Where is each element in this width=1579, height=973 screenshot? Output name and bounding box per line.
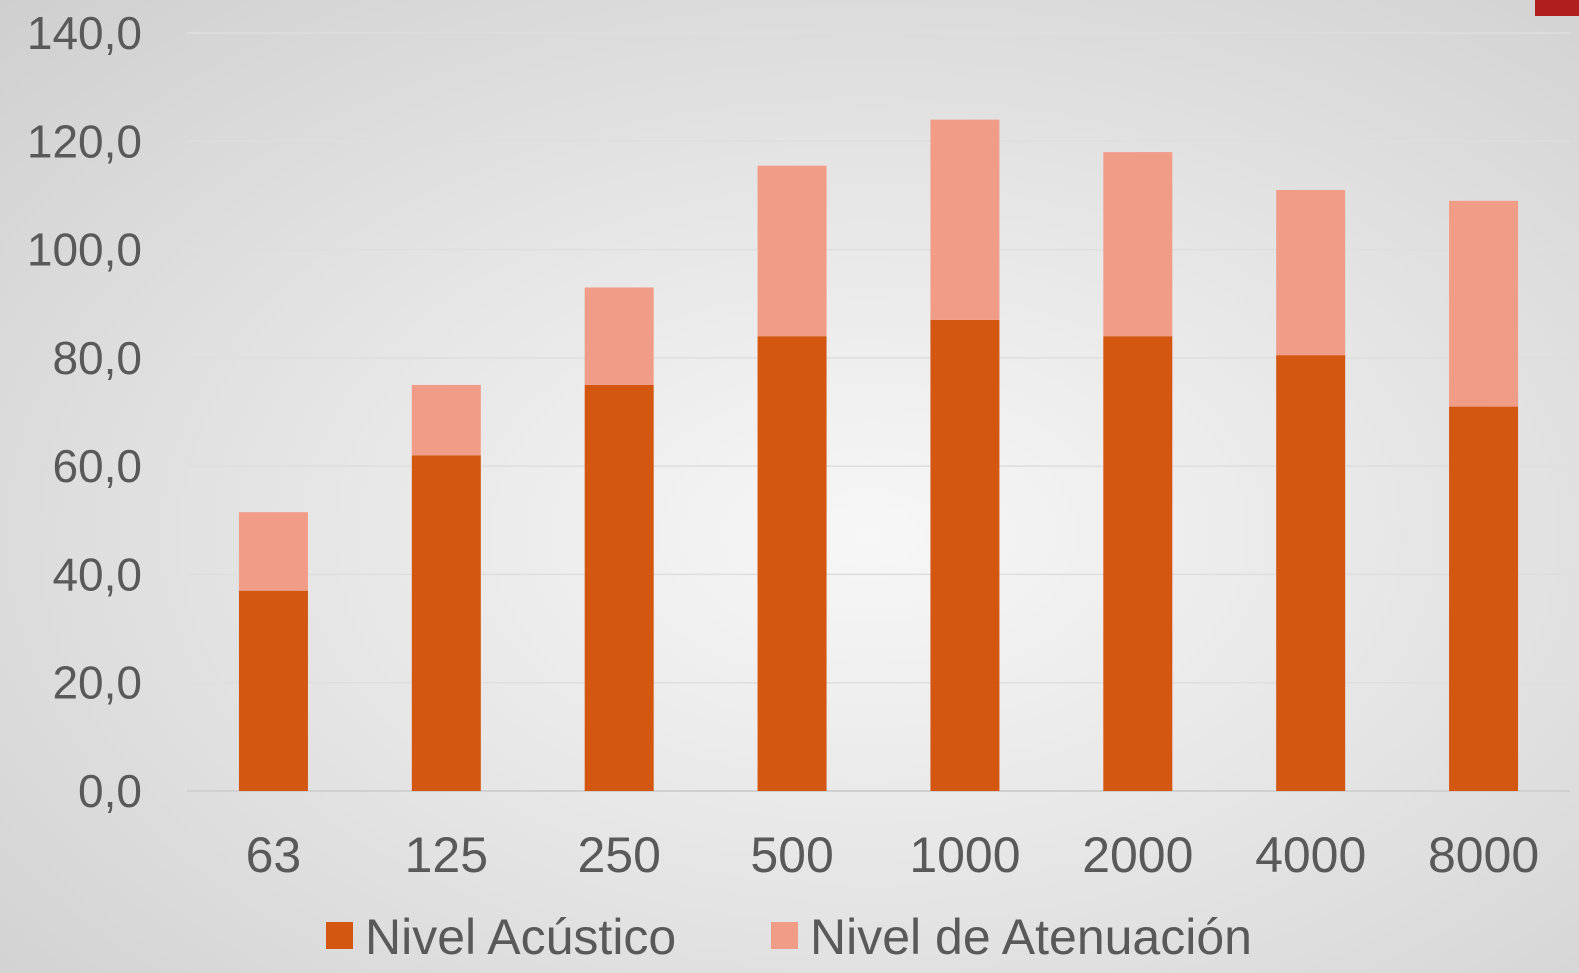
x-tick-label: 250 (577, 827, 660, 883)
bar-nivel-acustico (757, 336, 827, 791)
y-tick-label: 120,0 (27, 115, 142, 167)
bar-nivel-acustico (930, 319, 1000, 791)
legend-label: Nivel de Atenuación (810, 909, 1252, 965)
x-tick-label: 8000 (1428, 827, 1539, 883)
gridlines (187, 32, 1570, 792)
bar-nivel-atenuacion (1449, 200, 1519, 407)
bar-nivel-atenuacion (411, 384, 481, 456)
x-tick-label: 63 (246, 827, 302, 883)
bar-nivel-atenuacion (930, 119, 1000, 320)
bar-nivel-acustico (1449, 406, 1519, 791)
x-axis-ticks: 63 125 250 500 1000 2000 4000 8000 (246, 827, 1540, 883)
x-tick-label: 2000 (1082, 827, 1193, 883)
bar-nivel-acustico (238, 590, 308, 791)
x-tick-label: 4000 (1255, 827, 1366, 883)
bar-nivel-acustico (1103, 336, 1173, 791)
bar-nivel-acustico (411, 455, 481, 791)
x-tick-label: 500 (750, 827, 833, 883)
y-tick-label: 100,0 (27, 224, 142, 276)
legend: Nivel Acústico Nivel de Atenuación (326, 909, 1252, 965)
y-tick-label: 40,0 (52, 548, 142, 600)
bar-nivel-atenuacion (1276, 190, 1346, 356)
bar-nivel-atenuacion (757, 165, 827, 337)
y-tick-label: 140,0 (27, 7, 142, 59)
x-tick-label: 125 (405, 827, 488, 883)
bars (238, 119, 1519, 791)
bar-nivel-atenuacion (1103, 152, 1173, 337)
y-tick-label: 20,0 (52, 657, 142, 709)
bar-nivel-acustico (1276, 355, 1346, 791)
bar-nivel-acustico (584, 384, 654, 791)
bar-nivel-atenuacion (584, 287, 654, 385)
legend-label: Nivel Acústico (365, 909, 676, 965)
x-tick-label: 1000 (909, 827, 1020, 883)
y-axis-ticks: 0,0 20,0 40,0 60,0 80,0 100,0 120,0 140,0 (27, 7, 142, 817)
y-tick-label: 0,0 (78, 765, 142, 817)
corner-accent (1535, 0, 1579, 16)
legend-swatch-nivel-acustico (326, 922, 353, 949)
y-tick-label: 80,0 (52, 332, 142, 384)
y-tick-label: 60,0 (52, 440, 142, 492)
bar-nivel-atenuacion (238, 512, 308, 591)
legend-swatch-nivel-atenuacion (771, 922, 798, 949)
